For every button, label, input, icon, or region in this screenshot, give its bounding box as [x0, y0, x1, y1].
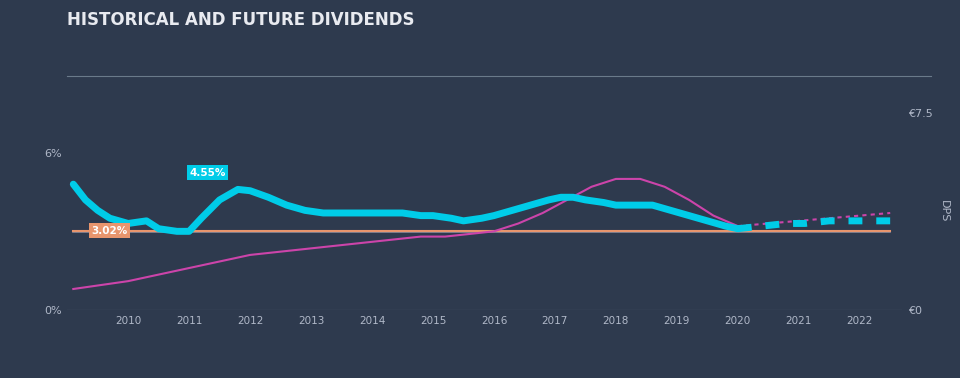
Text: 3.02%: 3.02%	[91, 226, 128, 236]
Y-axis label: DPS: DPS	[940, 200, 949, 223]
Text: 4.55%: 4.55%	[189, 167, 226, 178]
Text: HISTORICAL AND FUTURE DIVIDENDS: HISTORICAL AND FUTURE DIVIDENDS	[67, 11, 415, 29]
